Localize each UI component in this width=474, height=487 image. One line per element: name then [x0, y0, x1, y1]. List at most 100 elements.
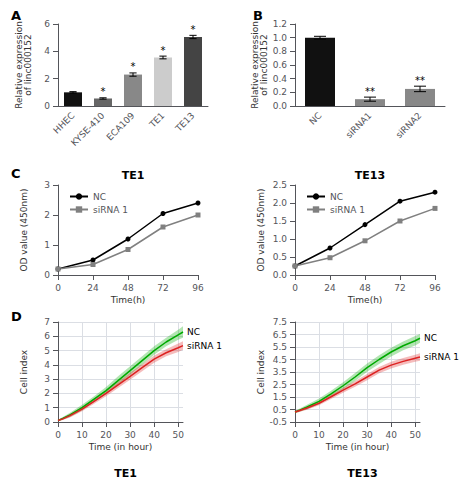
svg-text:24: 24: [324, 283, 336, 293]
svg-text:0.0: 0.0: [273, 270, 288, 280]
svg-text:siRNA1: siRNA1: [344, 110, 374, 140]
svg-text:0: 0: [44, 417, 50, 427]
svg-text:C: C: [11, 166, 21, 181]
svg-text:1.2: 1.2: [273, 19, 287, 29]
svg-text:ECA109: ECA109: [105, 110, 137, 142]
svg-text:NC: NC: [93, 192, 106, 202]
svg-text:A: A: [11, 8, 21, 23]
svg-text:siRNA2: siRNA2: [394, 110, 424, 140]
svg-text:TE13: TE13: [173, 110, 197, 134]
svg-text:1: 1: [44, 240, 50, 250]
svg-text:TE1: TE1: [114, 467, 137, 480]
svg-text:siRNA 1: siRNA 1: [424, 352, 459, 362]
svg-text:2: 2: [44, 210, 50, 220]
svg-text:siRNA 1: siRNA 1: [187, 341, 222, 351]
svg-text:4.5: 4.5: [273, 355, 287, 365]
svg-text:2: 2: [44, 388, 50, 398]
svg-text:2.5: 2.5: [273, 380, 287, 390]
svg-text:**: **: [365, 86, 375, 97]
svg-text:6: 6: [44, 19, 50, 29]
svg-text:siRNA 1: siRNA 1: [330, 205, 365, 215]
svg-text:0.2: 0.2: [273, 87, 287, 97]
svg-text:Time (in hour): Time (in hour): [325, 442, 390, 452]
svg-text:48: 48: [359, 283, 371, 293]
svg-text:0: 0: [44, 270, 50, 280]
svg-text:0.8: 0.8: [273, 46, 288, 56]
svg-text:NC: NC: [330, 192, 343, 202]
svg-text:0.5: 0.5: [273, 252, 287, 262]
svg-text:TE13: TE13: [355, 169, 385, 182]
svg-text:2.0: 2.0: [273, 198, 288, 208]
svg-text:10: 10: [76, 430, 88, 440]
svg-text:Time(h): Time(h): [347, 295, 383, 305]
svg-text:40: 40: [385, 430, 397, 440]
svg-text:20: 20: [100, 430, 112, 440]
svg-text:1.0: 1.0: [273, 234, 288, 244]
svg-text:KYSE-410: KYSE-410: [69, 110, 107, 148]
svg-text:7.5: 7.5: [273, 317, 287, 327]
svg-text:96: 96: [192, 283, 204, 293]
svg-text:6.5: 6.5: [273, 330, 287, 340]
svg-text:of linc000152: of linc000152: [23, 34, 33, 96]
svg-text:1.0: 1.0: [273, 33, 288, 43]
svg-text:Time(h): Time(h): [110, 295, 146, 305]
svg-text:20: 20: [337, 430, 349, 440]
svg-text:72: 72: [157, 283, 168, 293]
svg-text:7: 7: [44, 317, 50, 327]
svg-text:30: 30: [361, 430, 373, 440]
svg-text:40: 40: [148, 430, 160, 440]
svg-text:0.6: 0.6: [273, 60, 288, 70]
svg-text:*: *: [101, 86, 106, 97]
svg-text:0: 0: [292, 430, 298, 440]
svg-text:3: 3: [44, 180, 50, 190]
svg-text:Cell index: Cell index: [19, 349, 29, 394]
svg-text:OD value (450nm): OD value (450nm): [19, 189, 29, 272]
svg-text:NC: NC: [187, 327, 200, 337]
svg-text:72: 72: [394, 283, 405, 293]
svg-text:4: 4: [44, 360, 50, 370]
svg-text:0.5: 0.5: [273, 405, 287, 415]
svg-text:*: *: [131, 61, 136, 72]
svg-text:of linc000152: of linc000152: [259, 34, 269, 96]
svg-text:3.5: 3.5: [273, 367, 287, 377]
svg-text:*: *: [191, 24, 196, 35]
svg-text:30: 30: [124, 430, 136, 440]
svg-text:5: 5: [44, 346, 50, 356]
svg-text:OD value (450nm): OD value (450nm): [256, 189, 266, 272]
svg-text:TE13: TE13: [347, 467, 377, 480]
svg-text:0: 0: [292, 283, 298, 293]
svg-text:2: 2: [44, 74, 50, 84]
svg-text:1: 1: [44, 403, 50, 413]
svg-text:96: 96: [429, 283, 441, 293]
svg-text:50: 50: [409, 430, 421, 440]
svg-text:TE1: TE1: [122, 169, 145, 182]
svg-text:Cell index: Cell index: [256, 349, 266, 394]
svg-text:siRNA 1: siRNA 1: [93, 205, 128, 215]
svg-text:*: *: [161, 45, 166, 56]
svg-text:**: **: [415, 75, 425, 86]
svg-text:2.5: 2.5: [273, 180, 287, 190]
svg-text:TE1: TE1: [147, 110, 167, 130]
svg-text:0: 0: [55, 283, 61, 293]
svg-text:10: 10: [313, 430, 325, 440]
svg-text:-0.5: -0.5: [269, 417, 287, 427]
svg-text:24: 24: [87, 283, 99, 293]
svg-text:D: D: [11, 309, 22, 324]
svg-text:1.5: 1.5: [273, 216, 287, 226]
svg-text:3: 3: [44, 374, 50, 384]
svg-text:4: 4: [44, 46, 50, 56]
svg-text:5.5: 5.5: [273, 342, 287, 352]
svg-text:0: 0: [44, 101, 50, 111]
svg-text:0.0: 0.0: [273, 101, 288, 111]
svg-text:0.4: 0.4: [273, 74, 288, 84]
svg-text:B: B: [253, 8, 263, 23]
svg-text:NC: NC: [424, 333, 437, 343]
svg-text:6: 6: [44, 331, 50, 341]
svg-text:48: 48: [122, 283, 134, 293]
svg-text:NC: NC: [307, 110, 323, 126]
svg-text:50: 50: [172, 430, 184, 440]
svg-text:0: 0: [55, 430, 61, 440]
svg-text:HHEC: HHEC: [51, 110, 76, 135]
svg-text:1.5: 1.5: [273, 392, 287, 402]
svg-text:Time (in hour): Time (in hour): [88, 442, 153, 452]
